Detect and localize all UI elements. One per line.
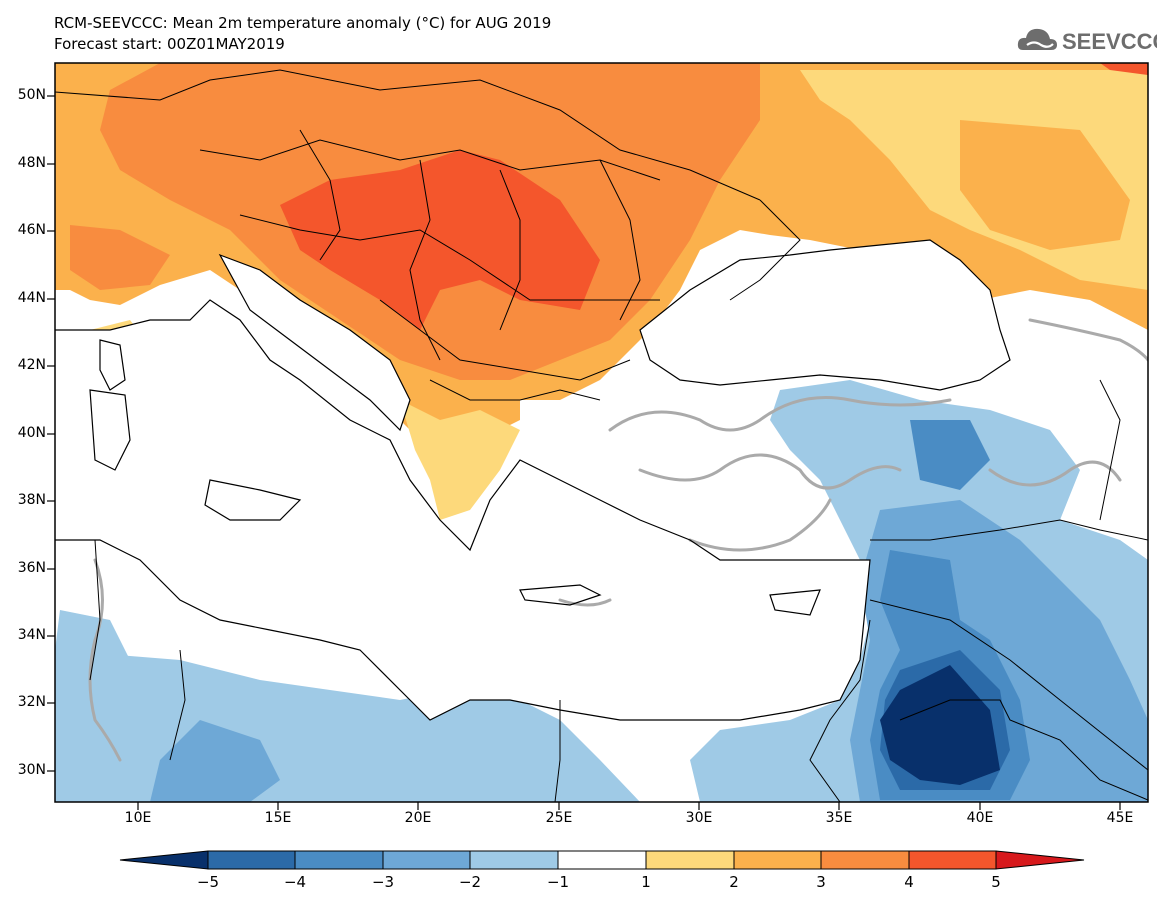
- lat-label: 36N: [17, 560, 46, 576]
- lat-label: 32N: [17, 694, 46, 710]
- lat-label: 50N: [17, 87, 46, 103]
- colorbar-label: −1: [546, 873, 570, 891]
- mediterranean-sea: [55, 300, 870, 720]
- colorbar-label: 2: [729, 873, 739, 891]
- colorbar-segment: [820, 850, 910, 870]
- colorbar-segment: [382, 850, 471, 870]
- lat-label: 40N: [17, 425, 46, 441]
- sea-mask: [55, 240, 1148, 720]
- colorbar-label: −5: [196, 873, 220, 891]
- colorbar-segment: [207, 850, 296, 870]
- colorbar-segment: [294, 850, 384, 870]
- zero-contour: [88, 318, 1148, 762]
- lon-label: 25E: [545, 810, 573, 826]
- colorbar-segment: [469, 850, 559, 870]
- forecast-start: Forecast start: 00Z01MAY2019: [54, 35, 285, 53]
- lat-label: 44N: [17, 290, 46, 306]
- colorbar-label: −2: [458, 873, 482, 891]
- black-sea: [640, 240, 1010, 390]
- map-frame: [54, 62, 1149, 803]
- seevccc-logo: SEEVCCC: [1017, 28, 1157, 54]
- colorbar-label: 1: [641, 873, 651, 891]
- lon-label: 10E: [124, 810, 152, 826]
- colorbar-segment: [995, 850, 1085, 870]
- adriatic-sea: [220, 255, 410, 430]
- coastlines: [55, 239, 1011, 721]
- lon-label: 15E: [264, 810, 292, 826]
- logo-text: SEEVCCC: [1062, 29, 1157, 54]
- lon-ticks: [137, 802, 1121, 810]
- colorbar-segment: [645, 850, 735, 870]
- lon-label: 20E: [404, 810, 432, 826]
- colorbar-label: 3: [816, 873, 826, 891]
- lat-label: 46N: [17, 222, 46, 238]
- colorbar-label: 4: [904, 873, 914, 891]
- lat-label: 42N: [17, 357, 46, 373]
- lon-label: 35E: [825, 810, 853, 826]
- lat-label: 30N: [17, 762, 46, 778]
- aegean-sea: [520, 400, 620, 500]
- lat-label: 48N: [17, 155, 46, 171]
- country-borders: [55, 69, 1148, 802]
- colorbar-segment: [733, 850, 822, 870]
- colorbar-segment: [557, 850, 647, 870]
- lat-label: 38N: [17, 492, 46, 508]
- colorbar-segment: [119, 850, 209, 870]
- colorbar-label: −4: [283, 873, 307, 891]
- colorbar-segment: [908, 850, 997, 870]
- lat-ticks: [47, 95, 55, 772]
- lon-label: 45E: [1106, 810, 1134, 826]
- colorbar-label: −3: [371, 873, 395, 891]
- colorbar-label: 5: [991, 873, 1001, 891]
- lon-label: 30E: [685, 810, 713, 826]
- lon-label: 40E: [966, 810, 994, 826]
- caspian-corner: [1120, 370, 1148, 460]
- map-title: RCM-SEEVCCC: Mean 2m temperature anomaly…: [54, 14, 552, 32]
- lat-label: 34N: [17, 627, 46, 643]
